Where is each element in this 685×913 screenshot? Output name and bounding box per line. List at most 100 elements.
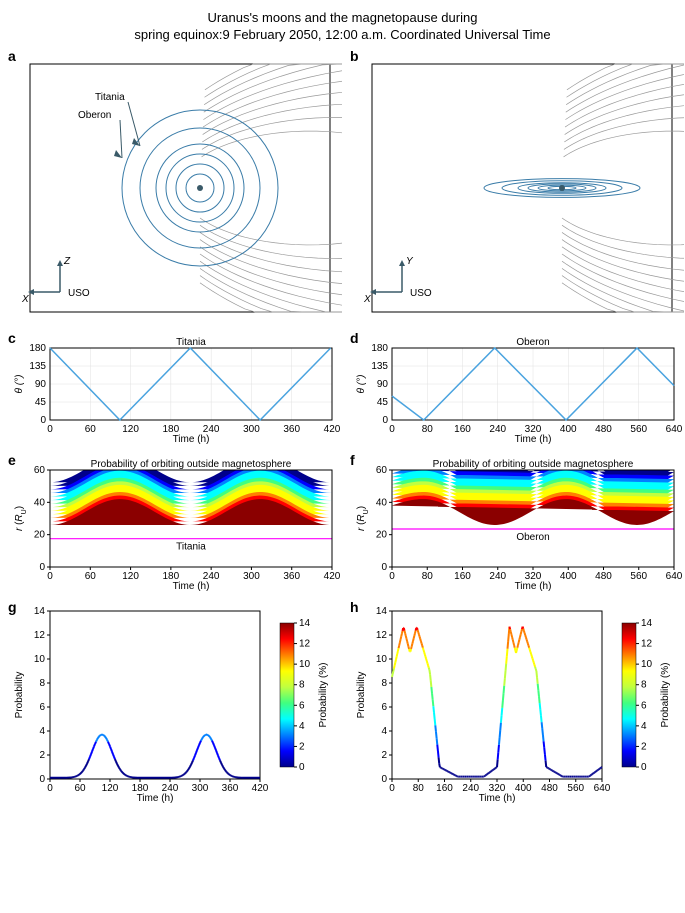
svg-text:θ (°): θ (°): [356, 374, 367, 393]
svg-text:Oberon: Oberon: [78, 110, 111, 121]
svg-text:Titania: Titania: [176, 541, 206, 552]
svg-text:Oberon: Oberon: [516, 337, 549, 348]
title-line2: spring equinox:9 February 2050, 12:00 a.…: [10, 27, 675, 44]
svg-text:420: 420: [252, 783, 269, 794]
svg-text:640: 640: [666, 424, 683, 435]
svg-text:14: 14: [641, 618, 653, 629]
svg-text:480: 480: [541, 783, 558, 794]
panel-a: a TitaniaOberonZXUSO: [10, 52, 342, 322]
panel-c: c Titania0601201802403003604200459013518…: [10, 334, 342, 444]
svg-text:14: 14: [299, 618, 311, 629]
svg-text:300: 300: [243, 424, 260, 435]
probability-line-titania: 06012018024030036042002468101214Time (h)…: [10, 603, 342, 803]
svg-text:0: 0: [39, 562, 45, 573]
svg-text:X: X: [21, 294, 29, 305]
svg-text:0: 0: [381, 774, 387, 785]
svg-text:USO: USO: [68, 288, 90, 299]
svg-text:60: 60: [34, 465, 46, 476]
svg-text:480: 480: [595, 571, 612, 582]
svg-text:12: 12: [376, 630, 388, 641]
panel-label-g: g: [8, 599, 17, 615]
panel-label-e: e: [8, 452, 16, 468]
svg-text:2: 2: [381, 750, 387, 761]
svg-text:8: 8: [381, 678, 387, 689]
svg-text:360: 360: [222, 783, 239, 794]
panel-label-a: a: [8, 48, 16, 64]
svg-text:2: 2: [39, 750, 45, 761]
svg-text:Time (h): Time (h): [515, 581, 552, 591]
probability-heatmap-titania: Probability of orbiting outside magnetos…: [10, 456, 342, 591]
svg-text:400: 400: [560, 571, 577, 582]
svg-text:40: 40: [376, 497, 388, 508]
svg-text:0: 0: [381, 562, 387, 573]
theta-titania-plot: Titania06012018024030036042004590135180T…: [10, 334, 342, 444]
svg-text:8: 8: [299, 679, 305, 690]
theta-oberon-plot: Oberon0801602403204004805606400459013518…: [352, 334, 684, 444]
svg-text:Y: Y: [406, 256, 414, 267]
panel-g: g 06012018024030036042002468101214Time (…: [10, 603, 342, 803]
svg-text:Time (h): Time (h): [479, 793, 516, 803]
svg-text:0: 0: [299, 762, 305, 773]
svg-text:135: 135: [371, 361, 388, 372]
svg-text:80: 80: [413, 783, 425, 794]
svg-text:0: 0: [389, 424, 395, 435]
svg-text:6: 6: [381, 702, 387, 713]
svg-text:20: 20: [34, 529, 46, 540]
svg-text:USO: USO: [410, 288, 432, 299]
svg-text:300: 300: [243, 571, 260, 582]
svg-text:2: 2: [641, 741, 647, 752]
panel-label-b: b: [350, 48, 359, 64]
svg-text:Z: Z: [63, 256, 71, 267]
svg-text:Probability: Probability: [356, 671, 367, 718]
panel-label-c: c: [8, 330, 16, 346]
svg-text:Probability (%): Probability (%): [660, 662, 671, 727]
svg-text:Titania: Titania: [176, 337, 206, 348]
svg-text:6: 6: [641, 700, 647, 711]
svg-text:θ (°): θ (°): [14, 374, 25, 393]
svg-text:60: 60: [85, 424, 97, 435]
svg-text:4: 4: [299, 721, 305, 732]
svg-text:45: 45: [35, 397, 47, 408]
magnetopause-xy-plot: Y X USO: [352, 52, 684, 322]
svg-text:400: 400: [560, 424, 577, 435]
svg-text:60: 60: [376, 465, 388, 476]
svg-text:0: 0: [40, 415, 46, 426]
magnetopause-xz-plot: TitaniaOberonZXUSO: [10, 52, 342, 322]
svg-text:r (RU): r (RU): [14, 506, 28, 531]
svg-text:160: 160: [454, 571, 471, 582]
svg-text:10: 10: [376, 654, 388, 665]
svg-text:0: 0: [39, 774, 45, 785]
svg-text:240: 240: [462, 783, 479, 794]
svg-text:45: 45: [377, 397, 389, 408]
panel-label-d: d: [350, 330, 359, 346]
panel-e: e Probability of orbiting outside magnet…: [10, 456, 342, 591]
svg-text:480: 480: [595, 424, 612, 435]
svg-text:60: 60: [74, 783, 86, 794]
title-line1: Uranus's moons and the magnetopause duri…: [10, 10, 675, 27]
svg-text:240: 240: [489, 571, 506, 582]
svg-text:8: 8: [641, 679, 647, 690]
svg-text:Time (h): Time (h): [137, 793, 174, 803]
svg-text:10: 10: [641, 659, 653, 670]
svg-text:0: 0: [47, 783, 53, 794]
svg-text:12: 12: [641, 638, 653, 649]
svg-text:560: 560: [630, 424, 647, 435]
svg-text:80: 80: [422, 571, 434, 582]
svg-text:240: 240: [489, 424, 506, 435]
svg-text:120: 120: [122, 571, 139, 582]
svg-text:4: 4: [641, 721, 647, 732]
svg-text:0: 0: [641, 762, 647, 773]
svg-text:300: 300: [192, 783, 209, 794]
svg-text:135: 135: [29, 361, 46, 372]
panel-b: b YXUSO: [352, 52, 684, 322]
svg-text:X: X: [363, 294, 371, 305]
svg-text:420: 420: [324, 424, 341, 435]
panel-label-h: h: [350, 599, 359, 615]
svg-text:Time (h): Time (h): [173, 434, 210, 444]
svg-text:Time (h): Time (h): [173, 581, 210, 591]
svg-text:r (RU): r (RU): [356, 506, 370, 531]
svg-text:80: 80: [422, 424, 434, 435]
svg-text:14: 14: [376, 606, 388, 617]
svg-text:60: 60: [85, 571, 97, 582]
svg-text:160: 160: [454, 424, 471, 435]
